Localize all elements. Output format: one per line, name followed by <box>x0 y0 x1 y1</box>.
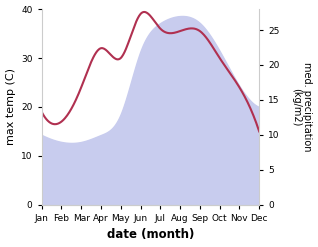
Y-axis label: max temp (C): max temp (C) <box>5 68 16 145</box>
X-axis label: date (month): date (month) <box>107 228 194 242</box>
Y-axis label: med. precipitation
(kg/m2): med. precipitation (kg/m2) <box>291 62 313 152</box>
